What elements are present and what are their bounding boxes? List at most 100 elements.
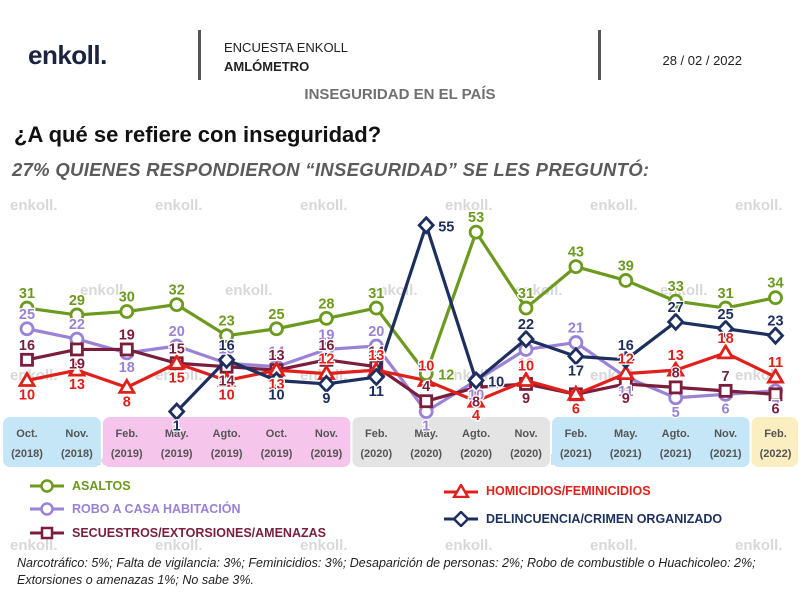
- data-label-homicidios: 10: [518, 359, 534, 375]
- point-asaltos: [318, 310, 334, 326]
- enkoll-logo: enkoll.: [28, 40, 107, 71]
- x-tick-month: Nov.: [714, 428, 737, 440]
- data-label-homicidios: 13: [368, 348, 384, 364]
- watermark: enkoll.: [155, 197, 203, 214]
- watermark: enkoll.: [80, 282, 128, 299]
- data-label-secuestros: 14: [368, 345, 384, 361]
- point-asaltos: [668, 293, 684, 309]
- x-tick-year: (2020): [510, 448, 542, 460]
- point-robo: [568, 335, 584, 350]
- series-line-robo: [26, 327, 776, 414]
- point-secuestros: [718, 383, 733, 398]
- legend-secuestros: SECUESTROS/EXTORSIONES/AMENAZAS: [30, 526, 326, 540]
- data-label-robo: 5: [672, 405, 680, 421]
- data-label-homicidios: 11: [768, 355, 783, 371]
- data-label-homicidios: 13: [268, 377, 284, 393]
- point-delincuencia: [666, 312, 685, 332]
- point-homicidios: [217, 370, 237, 387]
- data-label-asaltos: 29: [69, 293, 85, 309]
- point-asaltos: [169, 297, 185, 313]
- data-label-asaltos: 34: [767, 276, 783, 292]
- x-tick-year: (2022): [760, 448, 792, 460]
- watermark: enkoll.: [735, 197, 783, 214]
- data-label-asaltos: 31: [19, 286, 35, 302]
- data-label-delincuencia: 22: [518, 317, 534, 333]
- x-tick-month: Feb.: [764, 428, 787, 440]
- x-band-pink: [102, 417, 351, 467]
- data-label-secuestros: 4: [422, 379, 430, 395]
- data-label-asaltos: 31: [368, 286, 384, 302]
- x-tick-year: (2021): [660, 448, 692, 460]
- watermark: enkoll.: [10, 197, 58, 214]
- watermark: enkoll.: [300, 537, 348, 554]
- series-line-asaltos: [26, 230, 776, 376]
- data-label-delincuencia: 25: [718, 307, 734, 323]
- point-asaltos: [219, 328, 235, 344]
- point-secuestros: [419, 394, 434, 409]
- x-tick-month: Oct.: [266, 428, 287, 440]
- data-label-robo: 1: [422, 419, 430, 435]
- x-tick-year: (2020): [410, 448, 442, 460]
- point-asaltos: [768, 290, 783, 306]
- series-layer: [17, 215, 785, 422]
- watermark: enkoll.: [660, 282, 708, 299]
- x-tick-year: (2019): [211, 448, 243, 460]
- point-secuestros: [668, 380, 683, 395]
- point-asaltos: [618, 273, 634, 288]
- point-secuestros: [119, 342, 134, 357]
- point-homicidios: [117, 377, 137, 394]
- data-label-delincuencia: 11: [369, 384, 384, 400]
- watermark: enkoll.: [590, 537, 638, 554]
- topic-title: INSEGURIDAD EN EL PAÍS: [304, 86, 496, 103]
- point-homicidios: [516, 370, 536, 387]
- data-label-asaltos: 32: [169, 283, 185, 299]
- data-label-homicidios: 13: [668, 348, 684, 364]
- data-label-robo: 20: [169, 324, 185, 340]
- data-label-homicidios: 10: [418, 359, 434, 375]
- data-label-robo: 6: [722, 401, 730, 417]
- data-label-secuestros: 8: [472, 394, 480, 410]
- data-label-robo: 14: [268, 345, 284, 361]
- legend-asaltos-marker: [30, 479, 64, 493]
- x-tick-year: (2019): [161, 448, 193, 460]
- x-tick-year: (2018): [61, 448, 93, 460]
- legend-robo-label: ROBO A CASA HABITACIÓN: [72, 502, 241, 516]
- x-tick-month: Agto.: [462, 428, 490, 440]
- legend-homicidios: HOMICIDIOS/FEMINICIDIOS: [444, 484, 651, 498]
- x-tick-month: May.: [165, 428, 189, 440]
- point-asaltos: [19, 300, 35, 316]
- legend-homicidios-marker: [444, 484, 478, 498]
- data-label-delincuencia: 10: [488, 375, 504, 391]
- legend-asaltos: ASALTOS: [30, 479, 131, 493]
- legend-asaltos-label: ASALTOS: [72, 479, 131, 493]
- data-label-delincuencia: 55: [438, 219, 454, 235]
- x-axis-bands: Oct. (2018) Nov. (2018) Feb. (2019) May. (2019)…: [3, 417, 798, 467]
- data-label-secuestros: 9: [522, 391, 530, 407]
- point-robo: [19, 321, 35, 337]
- x-tick-year: (2020): [460, 448, 492, 460]
- data-label-secuestros: 6: [771, 401, 779, 417]
- legend-robo-marker: [30, 502, 64, 516]
- data-label-delincuencia: 1: [173, 419, 181, 435]
- series-asaltos: [19, 224, 783, 382]
- data-label-robo: 11: [618, 384, 633, 400]
- data-label-robo: 19: [318, 327, 334, 343]
- point-asaltos: [368, 300, 384, 316]
- legend-homicidios-label: HOMICIDIOS/FEMINICIDIOS: [486, 484, 651, 498]
- x-tick-month: May.: [414, 428, 438, 440]
- series-homicidios: [17, 343, 785, 408]
- watermark: enkoll.: [10, 537, 58, 554]
- data-label-delincuencia: 9: [322, 391, 330, 407]
- x-band-yellow: [751, 417, 798, 467]
- x-tick-month: Feb.: [115, 428, 138, 440]
- point-homicidios: [466, 391, 486, 408]
- point-delincuencia: [716, 319, 735, 339]
- point-delincuencia: [616, 350, 635, 370]
- survey-block: ENCUESTA ENKOLL AMLÓMETRO: [224, 38, 348, 76]
- watermark: enkoll.: [155, 367, 203, 384]
- watermark: enkoll.: [225, 282, 273, 299]
- watermark: enkoll.: [445, 197, 493, 214]
- point-secuestros: [70, 342, 84, 357]
- data-label-homicidios: 12: [618, 352, 634, 368]
